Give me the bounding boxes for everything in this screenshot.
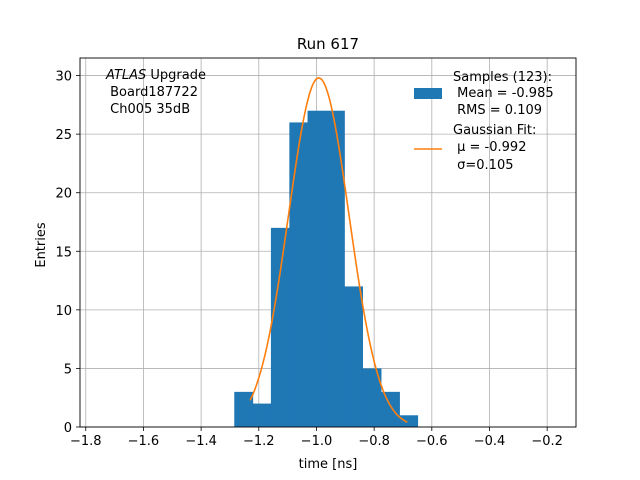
x-axis-ticks: −1.8 −1.6 −1.4 −1.2 −1.0 −0.8 −0.6 −0.4 −0.2: [70, 427, 563, 449]
histogram-bar: [270, 227, 290, 427]
legend-samples-swatch: [414, 88, 442, 99]
y-tick-label: 10: [55, 304, 72, 319]
y-tick-label: 0: [64, 421, 72, 436]
x-tick-label: −0.8: [358, 434, 390, 449]
annotation-text: ATLAS Upgrade Board187722 Ch005 35dB: [105, 68, 206, 117]
y-tick-label: 5: [64, 362, 72, 377]
x-tick-label: −1.6: [128, 434, 160, 449]
x-tick-label: −1.0: [301, 434, 333, 449]
x-tick-label: −0.4: [474, 434, 506, 449]
legend-samples-line-1: Samples (123):: [453, 70, 552, 85]
plot-frame: [79, 57, 577, 428]
x-tick-label: −0.6: [416, 434, 448, 449]
histogram-bar: [307, 110, 327, 427]
histogram-bar: [344, 286, 364, 427]
histogram-bar: [325, 110, 345, 427]
x-tick-label: −1.2: [243, 434, 275, 449]
y-tick-label: 15: [55, 245, 72, 260]
legend-samples-line-2: Mean = -0.985: [453, 86, 554, 101]
x-tick-label: −1.8: [70, 434, 102, 449]
histogram-bars: [234, 110, 419, 427]
y-tick-label: 20: [55, 187, 72, 202]
gaussian-fit-line: [249, 77, 408, 423]
annotation-channel: Ch005 35dB: [106, 102, 190, 117]
histogram-bar: [252, 403, 272, 427]
x-tick-label: −1.4: [185, 434, 217, 449]
y-tick-label: 30: [55, 70, 72, 85]
legend: Samples (123): Mean = -0.985 RMS = 0.109…: [414, 70, 554, 173]
gaussian-fit-curve: [249, 77, 408, 423]
histogram-bar: [234, 391, 254, 427]
x-tick-label: −0.2: [531, 434, 563, 449]
y-axis-ticks: 0 5 10 15 20 25 30: [55, 70, 80, 436]
annotation-upgrade: Upgrade: [146, 68, 206, 83]
y-tick-label: 25: [55, 128, 72, 143]
histogram-bar: [362, 368, 382, 427]
legend-samples-line-3: RMS = 0.109: [453, 103, 542, 118]
histogram-bar: [381, 391, 400, 427]
chart-title: Run 617: [297, 35, 359, 53]
legend-fit-line-2: μ = -0.992: [453, 140, 526, 155]
y-axis-label: Entries: [34, 222, 49, 268]
annotation-atlas: ATLAS: [105, 68, 146, 83]
legend-fit-line-1: Gaussian Fit:: [453, 123, 536, 138]
histogram-bar: [289, 122, 308, 427]
svg-text:ATLAS Upgrade: ATLAS Upgrade: [105, 68, 206, 83]
annotation-board: Board187722: [106, 85, 198, 100]
legend-fit-line-3: σ=0.105: [453, 158, 513, 173]
histogram-bar: [399, 415, 419, 427]
x-axis-label: time [ns]: [299, 457, 358, 472]
